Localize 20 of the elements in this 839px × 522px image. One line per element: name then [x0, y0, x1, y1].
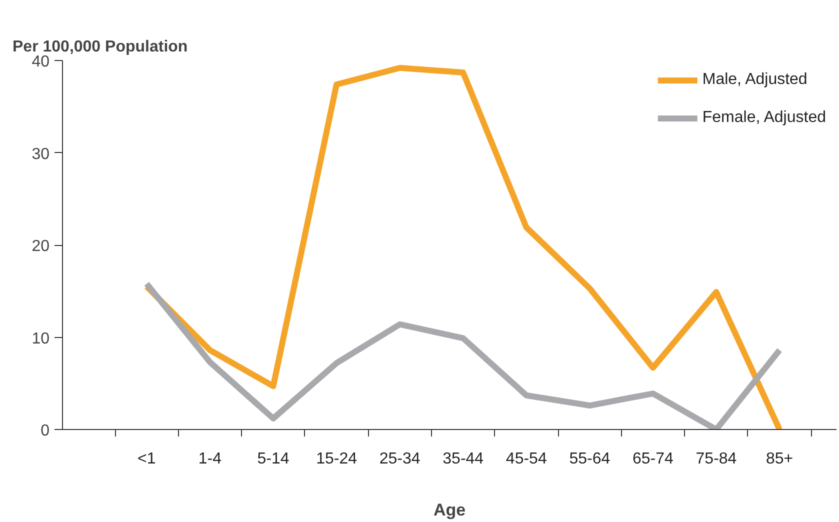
legend-label: Female, Adjusted: [702, 109, 826, 127]
legend-label: Male, Adjusted: [702, 71, 808, 89]
x-tick-label: 75-84: [696, 450, 737, 468]
x-tick-label: 5-14: [257, 450, 290, 468]
x-tick-label: 45-54: [506, 450, 547, 468]
x-tick-label: 15-24: [316, 450, 358, 468]
x-tick-label: 55-64: [569, 450, 610, 468]
x-tick-label: <1: [138, 450, 156, 468]
x-tick-label: 65-74: [632, 450, 674, 468]
y-tick-label: 40: [32, 54, 50, 70]
x-tick-label: 1-4: [198, 450, 222, 468]
x-tick-label: 85+: [766, 450, 794, 468]
y-tick-label: 30: [32, 146, 50, 163]
y-tick-label: 0: [40, 422, 50, 440]
y-tick-label: 10: [32, 330, 50, 348]
x-tick-label: 35-44: [442, 450, 484, 468]
y-tick-label: 20: [32, 238, 50, 255]
x-tick-label: 25-34: [379, 450, 420, 468]
x-axis-title: Age: [433, 500, 466, 520]
chart-title: Per 100,000 Population: [12, 38, 188, 56]
